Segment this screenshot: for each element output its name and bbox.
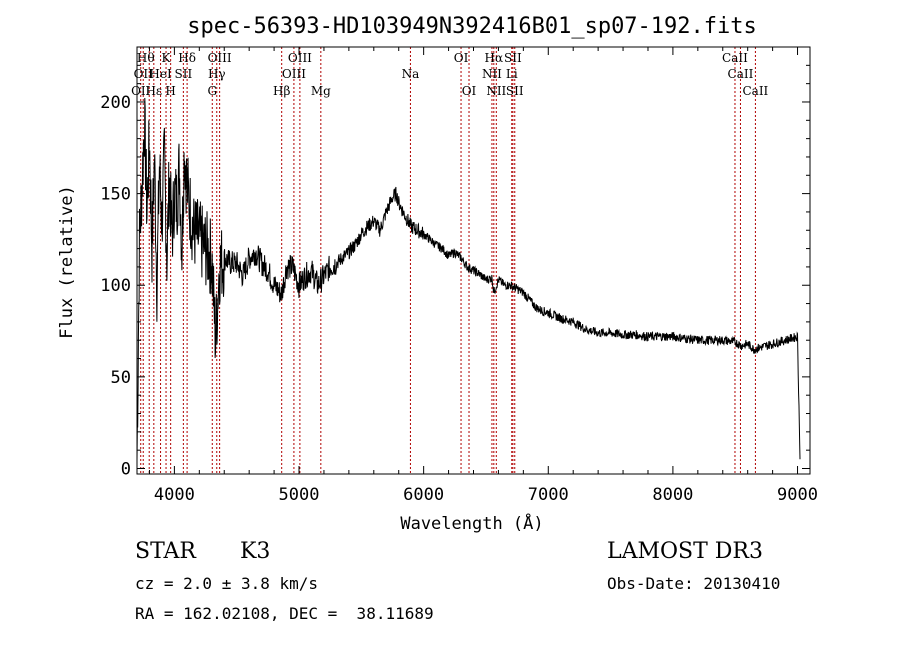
line-label: HeI — [149, 67, 172, 81]
chart-title: spec-56393-HD103949N392416B01_sp07-192.f… — [187, 14, 757, 39]
x-tick-label: 5000 — [279, 485, 320, 505]
line-label: Hε — [145, 84, 162, 98]
spectrum-chart: spec-56393-HD103949N392416B01_sp07-192.f… — [57, 14, 818, 534]
line-label: Hβ — [273, 84, 290, 98]
line-label: SII — [175, 67, 193, 81]
x-tick-label: 4000 — [154, 485, 195, 505]
line-label: Na — [402, 67, 420, 81]
line-label: OIII — [288, 51, 312, 65]
line-label: NII — [482, 67, 502, 81]
line-label: OI — [454, 51, 469, 65]
y-tick-label: 200 — [100, 93, 131, 113]
line-label: Hα — [485, 51, 504, 65]
x-tick-label: 7000 — [528, 485, 569, 505]
x-axis-ticks: 4000 5000 6000 7000 8000 9000 — [148, 47, 818, 505]
coordinates: RA = 162.02108, DEC = 38.11689 — [135, 604, 434, 623]
line-label: OII — [131, 84, 151, 98]
y-tick-label: 100 — [100, 276, 131, 296]
line-label: G — [207, 84, 217, 98]
line-label: SII — [506, 84, 524, 98]
survey-name: LAMOST DR3 — [607, 539, 763, 564]
y-axis-label: Flux (relative) — [57, 185, 77, 339]
object-subclass: K3 — [240, 539, 271, 564]
line-label: CaII — [742, 84, 768, 98]
x-axis-label: Wavelength (Å) — [400, 512, 543, 534]
line-label: K — [162, 51, 172, 65]
line-label: OII — [134, 67, 154, 81]
plot-frame — [136, 46, 811, 475]
line-label: Mg — [311, 84, 331, 98]
line-label: Li — [506, 67, 518, 81]
line-label: H — [165, 84, 175, 98]
line-label: OI — [462, 84, 477, 98]
y-tick-label: 150 — [100, 185, 131, 205]
y-axis-ticks: 0 50 100 150 200 — [100, 64, 810, 480]
line-label: CaII — [722, 51, 748, 65]
line-label: Hδ — [178, 51, 196, 65]
line-label: CaII — [728, 67, 754, 81]
spectrum-line — [136, 97, 801, 461]
line-label: NII — [486, 84, 506, 98]
line-label: Hθ — [137, 51, 155, 65]
x-tick-label: 8000 — [652, 485, 693, 505]
y-tick-label: 50 — [111, 368, 131, 388]
x-tick-label: 6000 — [403, 485, 444, 505]
line-label: SII — [504, 51, 522, 65]
redshift-velocity: cz = 2.0 ± 3.8 km/s — [135, 574, 319, 593]
line-label: OIII — [282, 67, 306, 81]
object-class: STAR — [135, 539, 196, 564]
line-label: Hγ — [208, 67, 226, 81]
y-tick-label: 0 — [121, 460, 131, 480]
observation-date: Obs-Date: 20130410 — [607, 574, 781, 593]
line-label: OIII — [208, 51, 232, 65]
x-tick-label: 9000 — [777, 485, 818, 505]
